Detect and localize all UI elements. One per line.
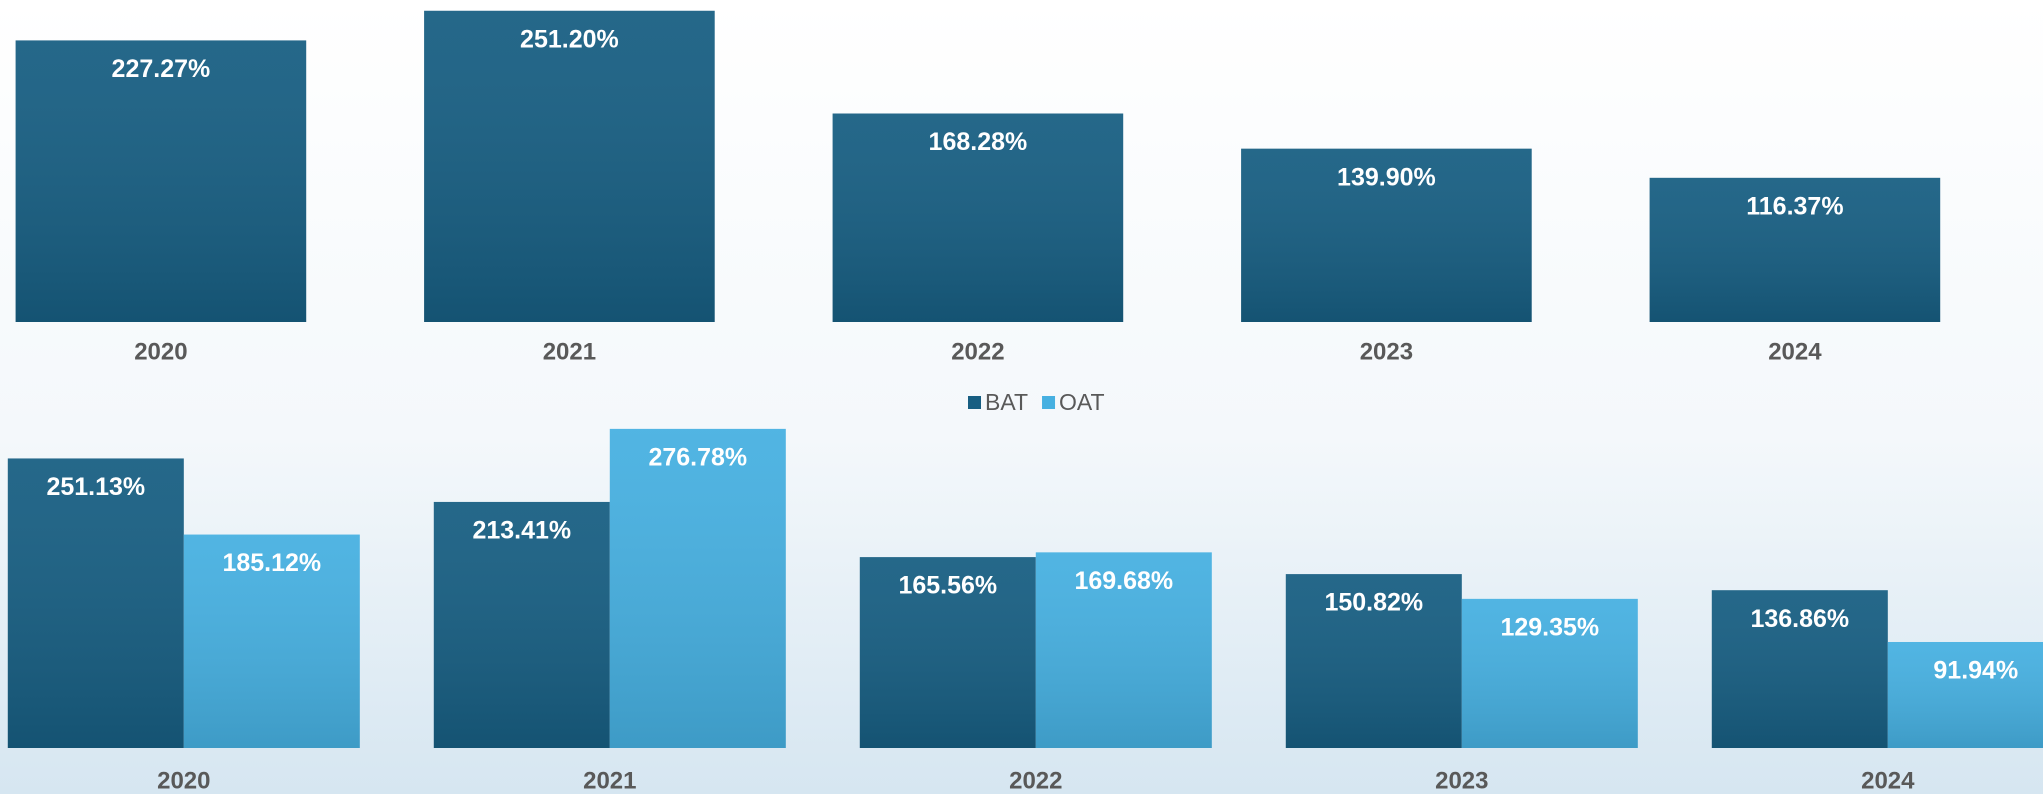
x-tick-label: 2024	[1768, 338, 1822, 365]
bar-shade	[1649, 177, 1941, 322]
bar-shade	[424, 10, 715, 322]
bar-shade	[609, 428, 786, 748]
x-tick-label: 2020	[157, 767, 210, 794]
bar-shade	[1461, 598, 1638, 748]
x-tick-label: 2021	[543, 338, 596, 365]
value-label: 251.20%	[520, 25, 619, 53]
value-label: 276.78%	[648, 443, 747, 471]
x-tick-label: 2022	[951, 338, 1004, 365]
bar-shade	[7, 458, 184, 748]
value-label: 165.56%	[898, 572, 997, 600]
bar-shade	[1241, 148, 1532, 322]
x-tick-label: 2020	[134, 338, 187, 365]
value-label: 150.82%	[1324, 589, 1423, 617]
x-tick-label: 2023	[1360, 338, 1413, 365]
value-label: 129.35%	[1500, 613, 1599, 641]
x-tick-label: 2024	[1861, 767, 1915, 794]
value-label: 139.90%	[1337, 163, 1436, 191]
bar-shade	[15, 40, 307, 322]
x-tick-label: 2021	[583, 767, 636, 794]
value-label: 136.86%	[1750, 605, 1849, 633]
legend-swatch	[968, 396, 981, 409]
bar-shade	[433, 501, 610, 748]
bar-shade	[832, 113, 1124, 322]
value-label: 185.12%	[222, 549, 321, 577]
legend-label: BAT	[985, 389, 1028, 415]
x-tick-label: 2023	[1435, 767, 1488, 794]
bar-shade	[1887, 641, 2043, 748]
x-tick-label: 2022	[1009, 767, 1062, 794]
legend-swatch	[1042, 396, 1056, 409]
bar-shade	[1035, 552, 1212, 748]
value-label: 227.27%	[112, 55, 211, 83]
value-label: 169.68%	[1074, 567, 1173, 595]
value-label: 91.94%	[1933, 657, 2018, 685]
bar-shade	[183, 534, 360, 748]
value-label: 168.28%	[929, 128, 1028, 156]
legend-label: OAT	[1059, 389, 1105, 415]
bar-shade	[859, 557, 1036, 748]
value-label: 213.41%	[472, 517, 571, 545]
bar-shade	[1711, 590, 1888, 748]
bar-shade	[1285, 574, 1462, 748]
value-label: 251.13%	[46, 473, 145, 501]
value-label: 116.37%	[1746, 192, 1843, 220]
